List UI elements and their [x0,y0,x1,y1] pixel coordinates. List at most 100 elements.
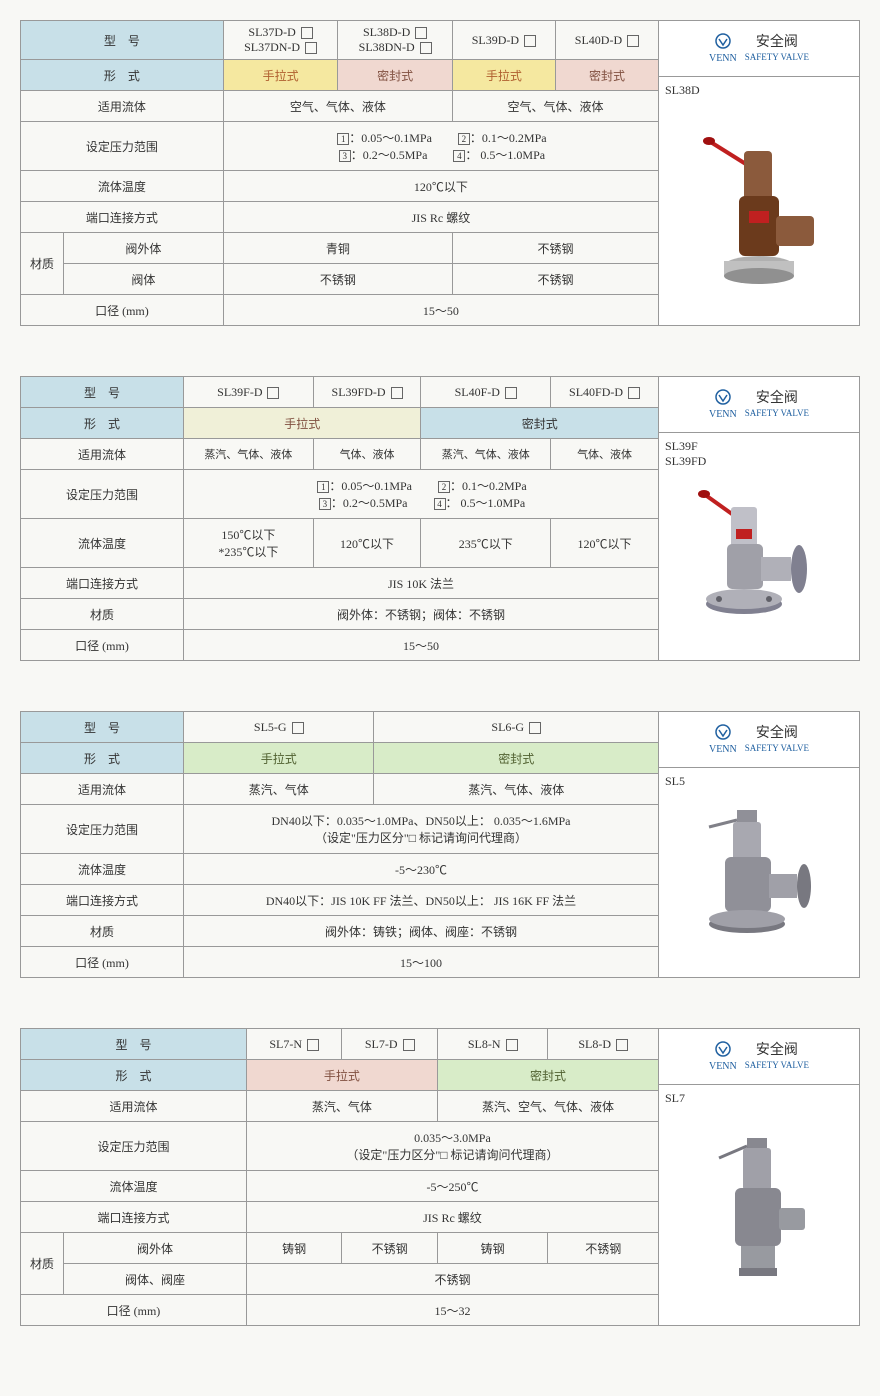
form-sealed: 密封式 [437,1060,658,1091]
form-sealed: 密封式 [555,60,658,91]
valve-image-steel-flange [665,473,853,654]
row-fluid-label: 适用流体 [21,439,184,470]
port-cell: JIS Rc 螺纹 [223,202,658,233]
port-cell: JIS Rc 螺纹 [246,1202,658,1233]
size-cell: 15～32 [246,1295,658,1326]
product-label: SL7 [665,1091,853,1106]
row-pressure-label: 设定压力范围 [21,1122,247,1171]
row-outer-label: 阀外体 [64,1233,247,1264]
material-cell: 阀外体：铸铁；阀体、阀座：不锈钢 [184,916,659,947]
row-pressure-label: 设定压力范围 [21,470,184,519]
model-cell: SL7-D [342,1029,438,1060]
row-fluid-label: 适用流体 [21,1091,247,1122]
model-cell: SL37D-D SL37DN-D [223,21,338,60]
pressure-cell: 0.035～3.0MPa（设定"压力区分"□ 标记请询问代理商） [246,1122,658,1171]
form-hand: 手拉式 [184,743,374,774]
form-hand: 手拉式 [452,60,555,91]
row-fluid-label: 适用流体 [21,91,224,122]
row-temp-label: 流体温度 [21,519,184,568]
row-pressure-label: 设定压力范围 [21,805,184,854]
body-cell: 不锈钢 [452,264,658,295]
spec-table-4: 型 号 SL7-N SL7-D SL8-N SL8-D 形 式 手拉式 密封式 … [20,1028,659,1326]
spec-table-2: 型 号 SL39F-D SL39FD-D SL40F-D SL40FD-D 形 … [20,376,659,661]
temp-cell: 120℃以下 [313,519,421,568]
temp-cell: 120℃以下 [551,519,659,568]
fluid-cell: 蒸汽、空气、气体、液体 [437,1091,658,1122]
row-body-label: 阀体 [64,264,224,295]
fluid-cell: 空气、气体、液体 [452,91,658,122]
temp-cell: -5～230℃ [184,854,659,885]
outer-cell: 铸钢 [437,1233,548,1264]
row-pressure-label: 设定压力范围 [21,122,224,171]
spec-table-1: 型 号 SL37D-D SL37DN-D SL38D-D SL38DN-D SL… [20,20,659,326]
valve-image-bronze [665,102,853,319]
fluid-cell: 蒸汽、气体、液体 [421,439,551,470]
material-cell: 阀外体：不锈钢；阀体：不锈钢 [184,599,659,630]
spec-block-3: 型 号 SL5-G SL6-G 形 式 手拉式 密封式 适用流体 蒸汽、气体 蒸… [20,711,860,978]
fluid-cell: 蒸汽、气体、液体 [374,774,659,805]
valve-image-cast [665,793,853,971]
model-cell: SL39FD-D [313,377,421,408]
venn-logo-icon: VENN [709,724,737,755]
row-form-label: 形 式 [21,1060,247,1091]
model-cell: SL38D-D SL38DN-D [338,21,453,60]
product-label: SL39FSL39FD [665,439,853,469]
row-temp-label: 流体温度 [21,1171,247,1202]
row-size-label: 口径 (mm) [21,295,224,326]
form-hand: 手拉式 [246,1060,437,1091]
model-cell: SL7-N [246,1029,342,1060]
pressure-cell: DN40以下：0.035～1.0MPa、DN50以上： 0.035～1.6MPa… [184,805,659,854]
size-cell: 15～50 [223,295,658,326]
product-title: 安全阀 SAFETY VALVE [745,35,809,63]
form-sealed: 密封式 [338,60,453,91]
form-sealed: 密封式 [374,743,659,774]
product-image-panel: VENN 安全阀 SAFETY VALVE SL5 [659,711,860,978]
form-hand: 手拉式 [184,408,421,439]
spec-block-4: 型 号 SL7-N SL7-D SL8-N SL8-D 形 式 手拉式 密封式 … [20,1028,860,1326]
row-size-label: 口径 (mm) [21,947,184,978]
fluid-cell: 气体、液体 [551,439,659,470]
row-outer-label: 阀外体 [64,233,224,264]
row-form-label: 形 式 [21,408,184,439]
model-cell: SL40FD-D [551,377,659,408]
product-title: 安全阀 SAFETY VALVE [745,726,809,754]
row-material-label: 材质 [21,599,184,630]
port-cell: JIS 10K 法兰 [184,568,659,599]
outer-cell: 不锈钢 [342,1233,438,1264]
row-model-label: 型 号 [21,712,184,743]
row-port-label: 端口连接方式 [21,1202,247,1233]
size-cell: 15～100 [184,947,659,978]
fluid-cell: 气体、液体 [313,439,421,470]
product-image-panel: VENN 安全阀 SAFETY VALVE SL38D [659,20,860,326]
row-material-label: 材质 [21,916,184,947]
model-cell: SL39D-D [452,21,555,60]
product-title: 安全阀 SAFETY VALVE [745,391,809,419]
spec-block-1: 型 号 SL37D-D SL37DN-D SL38D-D SL38DN-D SL… [20,20,860,326]
venn-logo-icon: VENN [709,33,737,64]
product-image-panel: VENN 安全阀 SAFETY VALVE SL39FSL39FD [659,376,860,661]
model-cell: SL39F-D [184,377,314,408]
pressure-cell: 1：0.05～0.1MPa 2：0.1～0.2MPa 3：0.2～0.5MPa … [223,122,658,171]
outer-cell: 不锈钢 [548,1233,659,1264]
model-cell: SL5-G [184,712,374,743]
spec-table-3: 型 号 SL5-G SL6-G 形 式 手拉式 密封式 适用流体 蒸汽、气体 蒸… [20,711,659,978]
row-model-label: 型 号 [21,21,224,60]
row-size-label: 口径 (mm) [21,1295,247,1326]
form-hand: 手拉式 [223,60,338,91]
venn-logo-icon: VENN [709,1041,737,1072]
pressure-cell: 1：0.05～0.1MPa 2：0.1～0.2MPa 3：0.2～0.5MPa … [184,470,659,519]
row-port-label: 端口连接方式 [21,885,184,916]
temp-cell: 235℃以下 [421,519,551,568]
row-port-label: 端口连接方式 [21,202,224,233]
model-cell: SL8-N [437,1029,548,1060]
venn-logo-icon: VENN [709,389,737,420]
product-image-panel: VENN 安全阀 SAFETY VALVE SL7 [659,1028,860,1326]
model-cell: SL40D-D [555,21,658,60]
temp-cell: 150℃以下*235℃以下 [184,519,314,568]
outer-cell: 不锈钢 [452,233,658,264]
port-cell: DN40以下：JIS 10K FF 法兰、DN50以上： JIS 16K FF … [184,885,659,916]
model-cell: SL40F-D [421,377,551,408]
spec-block-2: 型 号 SL39F-D SL39FD-D SL40F-D SL40FD-D 形 … [20,376,860,661]
row-material-label: 材质 [21,1233,64,1295]
product-label: SL5 [665,774,853,789]
